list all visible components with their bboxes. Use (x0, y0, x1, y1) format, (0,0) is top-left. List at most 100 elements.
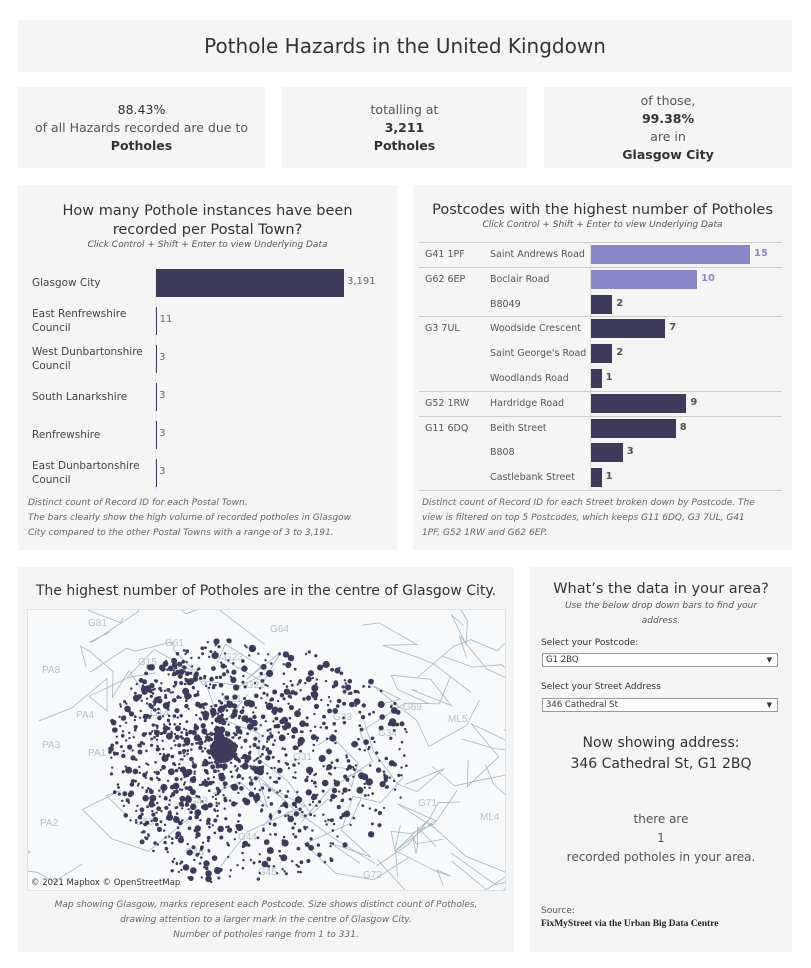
map-mark[interactable] (155, 724, 158, 727)
map-mark[interactable] (190, 742, 194, 746)
map-mark[interactable] (210, 721, 214, 725)
map-mark[interactable] (256, 836, 260, 840)
map-mark[interactable] (147, 833, 150, 836)
map-mark[interactable] (375, 751, 379, 755)
map-mark[interactable] (217, 825, 224, 833)
map-mark[interactable] (149, 683, 155, 689)
map-mark[interactable] (171, 841, 174, 845)
map-mark[interactable] (274, 832, 277, 836)
map-mark[interactable] (199, 676, 203, 680)
map-mark[interactable] (348, 797, 352, 801)
map-mark[interactable] (248, 654, 251, 657)
map-mark[interactable] (129, 782, 135, 787)
map-mark[interactable] (260, 663, 267, 670)
map-mark[interactable] (321, 789, 325, 793)
map-mark[interactable] (343, 774, 348, 779)
map-mark[interactable] (329, 700, 332, 703)
map-mark[interactable] (198, 862, 202, 865)
map-mark[interactable] (203, 674, 207, 678)
map-mark[interactable] (284, 753, 288, 757)
map-mark[interactable] (168, 835, 171, 838)
map-mark[interactable] (331, 684, 336, 689)
map-mark[interactable] (198, 740, 202, 743)
map-mark[interactable] (113, 790, 117, 793)
map-mark[interactable] (382, 770, 386, 773)
map-attribution[interactable]: © 2021 Mapbox © OpenStreetMap (31, 878, 181, 888)
map-mark[interactable] (334, 741, 337, 745)
map-mark[interactable] (284, 794, 289, 799)
map-mark[interactable] (207, 802, 213, 808)
map-mark[interactable] (282, 682, 285, 686)
map-mark[interactable] (348, 788, 351, 792)
map-mark[interactable] (177, 837, 184, 844)
map-mark[interactable] (193, 770, 196, 773)
map-mark[interactable] (158, 716, 162, 719)
map-mark[interactable] (341, 792, 344, 795)
map-mark[interactable] (216, 712, 220, 715)
map-mark[interactable] (231, 783, 239, 791)
map-mark[interactable] (295, 805, 298, 809)
map-mark[interactable] (310, 795, 317, 801)
map-mark[interactable] (333, 680, 339, 685)
map-mark[interactable] (159, 768, 162, 772)
map-mark[interactable] (148, 716, 151, 720)
map-mark[interactable] (159, 820, 163, 824)
bar[interactable] (591, 269, 697, 289)
map-mark[interactable] (180, 868, 183, 872)
map-mark[interactable] (242, 840, 249, 847)
map-mark[interactable] (207, 822, 211, 825)
map-mark[interactable] (127, 709, 131, 713)
map-mark[interactable] (311, 800, 315, 804)
map-mark[interactable] (121, 753, 126, 759)
map-mark[interactable] (389, 736, 393, 740)
map-mark[interactable] (128, 731, 131, 734)
map-mark[interactable] (110, 756, 113, 759)
map-mark[interactable] (151, 730, 154, 733)
map-mark[interactable] (261, 747, 264, 751)
map-mark[interactable] (329, 818, 334, 823)
map-mark[interactable] (235, 725, 239, 729)
map-mark[interactable] (326, 748, 332, 755)
map-mark[interactable] (375, 767, 382, 773)
map-mark[interactable] (203, 710, 208, 714)
map-mark[interactable] (191, 761, 195, 764)
map-mark[interactable] (183, 781, 187, 784)
map-mark[interactable] (400, 766, 403, 769)
map-mark[interactable] (178, 788, 182, 791)
map-mark[interactable] (195, 742, 198, 745)
map-mark[interactable] (362, 685, 365, 688)
map-mark[interactable] (187, 707, 190, 711)
map-mark[interactable] (175, 831, 182, 838)
map-mark[interactable] (331, 738, 334, 741)
map-mark[interactable] (358, 748, 362, 751)
map-mark[interactable] (352, 816, 356, 820)
map-mark[interactable] (284, 722, 292, 729)
map-mark[interactable] (225, 709, 229, 712)
map-mark[interactable] (116, 783, 120, 786)
map-mark[interactable] (148, 731, 152, 736)
map-mark[interactable] (390, 707, 398, 714)
map-mark[interactable] (241, 715, 249, 722)
map-mark[interactable] (330, 793, 336, 800)
map-mark[interactable] (278, 789, 282, 792)
map-mark[interactable] (242, 859, 245, 862)
map-mark[interactable] (142, 830, 146, 834)
map-mark[interactable] (368, 685, 371, 688)
map-mark[interactable] (169, 810, 172, 813)
map-mark[interactable] (210, 733, 214, 737)
map-mark[interactable] (137, 749, 143, 755)
map-mark[interactable] (266, 729, 270, 732)
map-mark[interactable] (156, 806, 162, 812)
map-mark[interactable] (139, 821, 143, 825)
map-mark[interactable] (207, 686, 211, 689)
map-mark-largest[interactable] (210, 737, 236, 763)
map-mark[interactable] (261, 734, 264, 738)
map-mark[interactable] (313, 703, 320, 709)
map-mark[interactable] (276, 767, 283, 774)
map-mark[interactable] (134, 691, 137, 695)
map-mark[interactable] (212, 683, 215, 687)
map-mark[interactable] (287, 702, 290, 705)
map-mark[interactable] (287, 694, 291, 698)
map-mark[interactable] (382, 806, 386, 810)
map-mark[interactable] (229, 869, 232, 872)
